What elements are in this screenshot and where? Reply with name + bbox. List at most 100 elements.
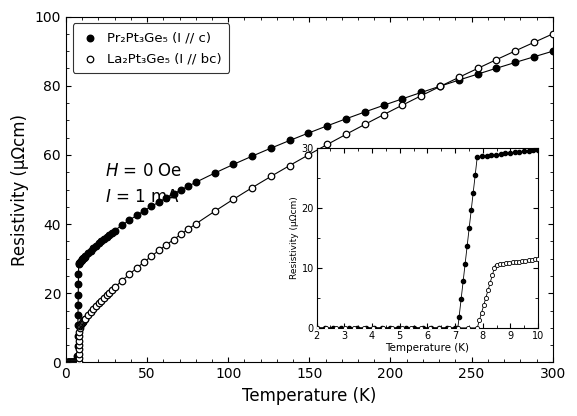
Pr₂Pt₃Ge₅ (I // c) (228, 161, 238, 168)
Pr₂Pt₃Ge₅ (I // c) (89, 245, 98, 251)
X-axis label: Temperature (K): Temperature (K) (242, 387, 377, 405)
La₂Pt₃Ge₅ (I // bc) (78, 318, 88, 325)
La₂Pt₃Ge₅ (I // bc) (69, 359, 78, 366)
Pr₂Pt₃Ge₅ (I // c) (78, 255, 88, 262)
La₂Pt₃Ge₅ (I // bc) (74, 333, 84, 340)
Pr₂Pt₃Ge₅ (I // c) (473, 71, 482, 77)
Pr₂Pt₃Ge₅ (I // c) (72, 359, 81, 366)
Pr₂Pt₃Ge₅ (I // c) (70, 359, 80, 366)
La₂Pt₃Ge₅ (I // bc) (73, 359, 83, 366)
Pr₂Pt₃Ge₅ (I // c) (77, 257, 86, 264)
Pr₂Pt₃Ge₅ (I // c) (70, 359, 79, 366)
Pr₂Pt₃Ge₅ (I // c) (78, 256, 87, 262)
Pr₂Pt₃Ge₅ (I // c) (511, 59, 520, 66)
Pr₂Pt₃Ge₅ (I // c) (65, 359, 74, 366)
Pr₂Pt₃Ge₅ (I // c) (73, 342, 83, 349)
Pr₂Pt₃Ge₅ (I // c) (73, 359, 82, 366)
Pr₂Pt₃Ge₅ (I // c) (74, 260, 83, 267)
Pr₂Pt₃Ge₅ (I // c) (76, 258, 85, 265)
La₂Pt₃Ge₅ (I // bc) (104, 289, 114, 296)
Pr₂Pt₃Ge₅ (I // c) (248, 153, 257, 159)
Pr₂Pt₃Ge₅ (I // c) (110, 227, 119, 234)
Pr₂Pt₃Ge₅ (I // c) (74, 271, 83, 277)
La₂Pt₃Ge₅ (I // bc) (140, 259, 149, 265)
Pr₂Pt₃Ge₅ (I // c) (360, 109, 369, 115)
La₂Pt₃Ge₅ (I // bc) (80, 316, 89, 323)
Pr₂Pt₃Ge₅ (I // c) (266, 145, 275, 151)
La₂Pt₃Ge₅ (I // bc) (70, 359, 79, 366)
Pr₂Pt₃Ge₅ (I // c) (417, 89, 426, 96)
Pr₂Pt₃Ge₅ (I // c) (107, 229, 117, 236)
La₂Pt₃Ge₅ (I // bc) (492, 56, 501, 63)
Pr₂Pt₃Ge₅ (I // c) (454, 77, 463, 84)
Pr₂Pt₃Ge₅ (I // c) (436, 83, 445, 89)
Pr₂Pt₃Ge₅ (I // c) (191, 179, 200, 186)
Pr₂Pt₃Ge₅ (I // c) (84, 250, 93, 257)
La₂Pt₃Ge₅ (I // bc) (81, 315, 90, 322)
Pr₂Pt₃Ge₅ (I // c) (162, 195, 171, 201)
La₂Pt₃Ge₅ (I // bc) (342, 131, 351, 138)
La₂Pt₃Ge₅ (I // bc) (76, 322, 85, 329)
Pr₂Pt₃Ge₅ (I // c) (492, 65, 501, 72)
Pr₂Pt₃Ge₅ (I // c) (68, 359, 77, 366)
La₂Pt₃Ge₅ (I // bc) (379, 111, 388, 118)
La₂Pt₃Ge₅ (I // bc) (72, 359, 81, 366)
Pr₂Pt₃Ge₅ (I // c) (210, 170, 219, 176)
La₂Pt₃Ge₅ (I // bc) (183, 226, 193, 233)
Pr₂Pt₃Ge₅ (I // c) (304, 130, 313, 136)
Pr₂Pt₃Ge₅ (I // c) (81, 253, 90, 259)
La₂Pt₃Ge₅ (I // bc) (75, 329, 84, 335)
Pr₂Pt₃Ge₅ (I // c) (169, 191, 178, 197)
La₂Pt₃Ge₅ (I // bc) (70, 359, 80, 366)
Legend: Pr₂Pt₃Ge₅ (I // c), La₂Pt₃Ge₅ (I // bc): Pr₂Pt₃Ge₅ (I // c), La₂Pt₃Ge₅ (I // bc) (73, 23, 229, 73)
La₂Pt₃Ge₅ (I // bc) (65, 359, 74, 366)
La₂Pt₃Ge₅ (I // bc) (72, 359, 81, 366)
Pr₂Pt₃Ge₅ (I // c) (183, 183, 193, 189)
La₂Pt₃Ge₅ (I // bc) (125, 271, 134, 277)
La₂Pt₃Ge₅ (I // bc) (91, 303, 100, 310)
Pr₂Pt₃Ge₅ (I // c) (79, 254, 88, 261)
La₂Pt₃Ge₅ (I // bc) (162, 242, 171, 248)
La₂Pt₃Ge₅ (I // bc) (65, 359, 74, 366)
Pr₂Pt₃Ge₅ (I // c) (132, 212, 141, 219)
Pr₂Pt₃Ge₅ (I // c) (398, 95, 407, 102)
Pr₂Pt₃Ge₅ (I // c) (69, 359, 78, 366)
La₂Pt₃Ge₅ (I // bc) (147, 253, 156, 260)
Pr₂Pt₃Ge₅ (I // c) (74, 291, 83, 298)
La₂Pt₃Ge₅ (I // bc) (89, 306, 98, 312)
Text: $H$ = 0 Oe
$I$ = 1 mA: $H$ = 0 Oe $I$ = 1 mA (105, 162, 182, 206)
La₂Pt₃Ge₅ (I // bc) (360, 121, 369, 128)
La₂Pt₃Ge₅ (I // bc) (74, 337, 84, 344)
Pr₂Pt₃Ge₅ (I // c) (154, 199, 163, 206)
Pr₂Pt₃Ge₅ (I // c) (147, 203, 156, 210)
La₂Pt₃Ge₅ (I // bc) (84, 312, 93, 319)
La₂Pt₃Ge₅ (I // bc) (97, 297, 106, 304)
La₂Pt₃Ge₅ (I // bc) (107, 287, 117, 293)
La₂Pt₃Ge₅ (I // bc) (248, 184, 257, 191)
Pr₂Pt₃Ge₅ (I // c) (140, 208, 149, 214)
Pr₂Pt₃Ge₅ (I // c) (66, 359, 75, 366)
La₂Pt₃Ge₅ (I // bc) (74, 359, 83, 366)
La₂Pt₃Ge₅ (I // bc) (154, 247, 163, 254)
La₂Pt₃Ge₅ (I // bc) (548, 31, 557, 37)
Pr₂Pt₃Ge₅ (I // c) (68, 359, 77, 366)
La₂Pt₃Ge₅ (I // bc) (74, 350, 84, 357)
Pr₂Pt₃Ge₅ (I // c) (548, 48, 557, 54)
Pr₂Pt₃Ge₅ (I // c) (73, 359, 82, 366)
La₂Pt₃Ge₅ (I // bc) (76, 321, 85, 328)
La₂Pt₃Ge₅ (I // bc) (454, 74, 463, 81)
La₂Pt₃Ge₅ (I // bc) (473, 65, 482, 72)
Pr₂Pt₃Ge₅ (I // c) (74, 260, 84, 266)
Pr₂Pt₃Ge₅ (I // c) (323, 122, 332, 129)
La₂Pt₃Ge₅ (I // bc) (86, 309, 95, 315)
La₂Pt₃Ge₅ (I // bc) (417, 92, 426, 99)
Pr₂Pt₃Ge₅ (I // c) (285, 137, 294, 144)
Pr₂Pt₃Ge₅ (I // c) (74, 281, 83, 288)
Pr₂Pt₃Ge₅ (I // c) (80, 253, 89, 260)
La₂Pt₃Ge₅ (I // bc) (67, 359, 76, 366)
La₂Pt₃Ge₅ (I // bc) (285, 162, 294, 169)
La₂Pt₃Ge₅ (I // bc) (74, 355, 83, 362)
Pr₂Pt₃Ge₅ (I // c) (73, 322, 83, 329)
La₂Pt₃Ge₅ (I // bc) (77, 320, 86, 327)
Pr₂Pt₃Ge₅ (I // c) (73, 312, 83, 318)
